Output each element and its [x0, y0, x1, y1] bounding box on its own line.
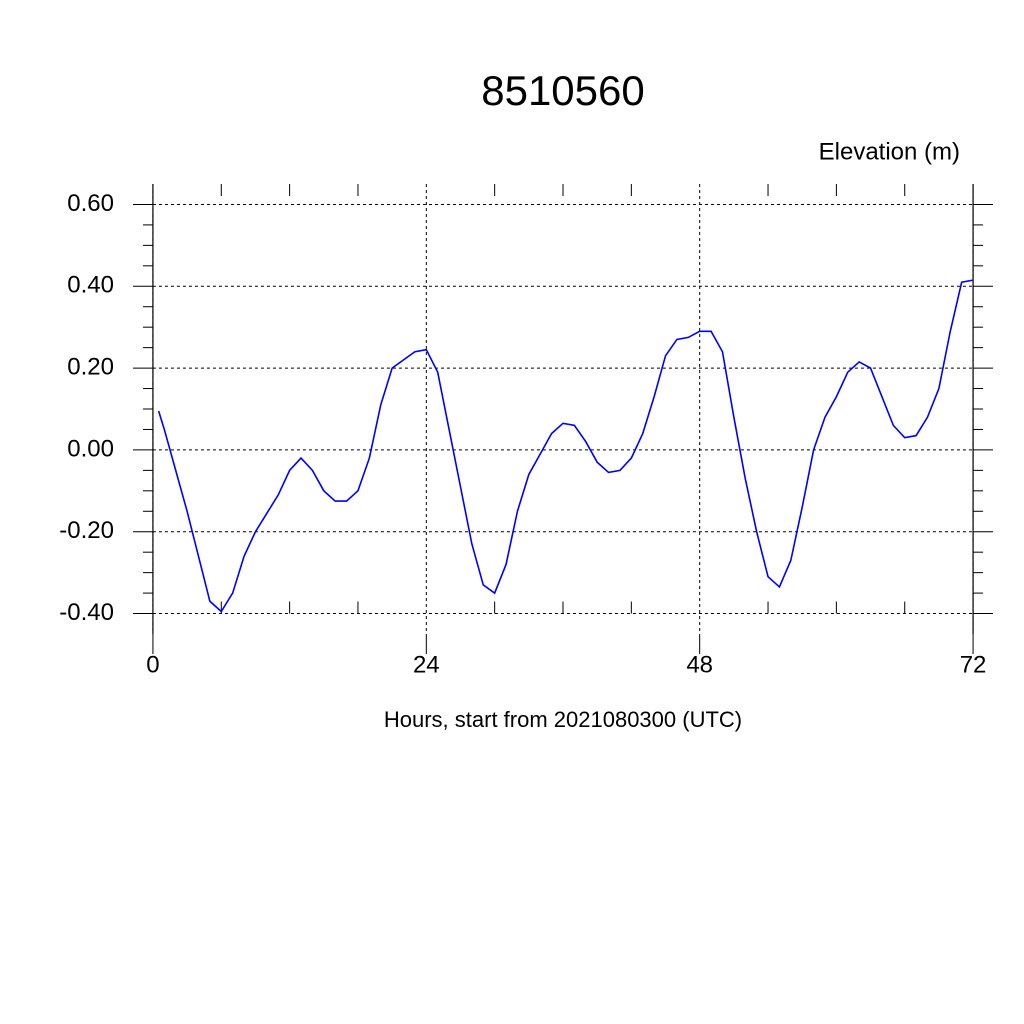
y-tick-label: 0.40	[67, 272, 114, 299]
y-tick-label: 0.60	[67, 190, 114, 217]
x-tick-label: 48	[686, 651, 713, 678]
y-tick-label: -0.20	[59, 517, 114, 544]
data-line	[157, 279, 974, 613]
x-axis-label: Hours, start from 2021080300 (UTC)	[384, 707, 742, 732]
y-axis-label: Elevation (m)	[819, 138, 960, 165]
y-tick-label: -0.40	[59, 599, 114, 626]
x-tick-label: 0	[146, 651, 159, 678]
y-tick-label: 0.20	[67, 353, 114, 380]
y-tick-label: 0.00	[67, 435, 114, 462]
chart-title: 8510560	[481, 67, 645, 114]
x-tick-label: 24	[413, 651, 440, 678]
x-tick-label: 72	[960, 651, 987, 678]
